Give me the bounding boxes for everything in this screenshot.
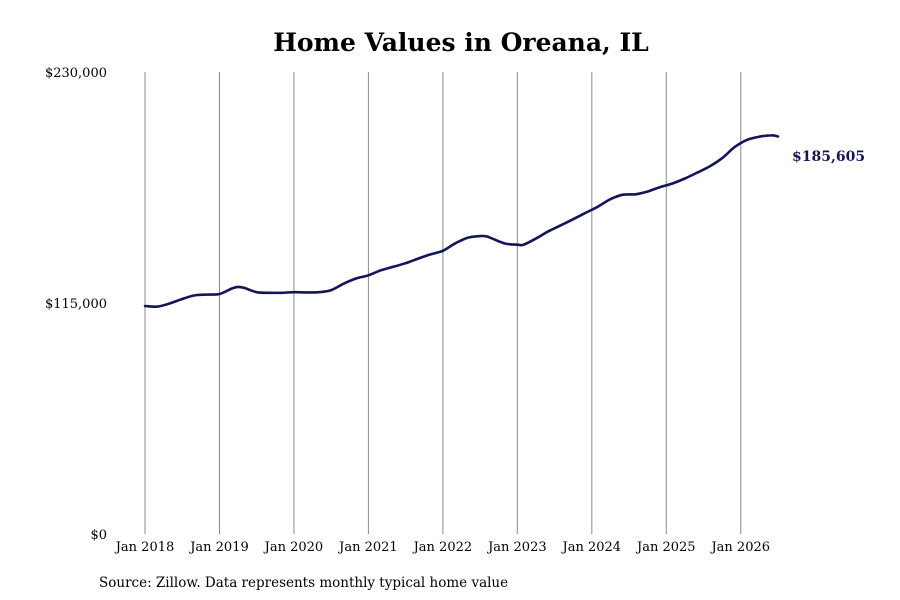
x-tick-label: Jan 2019 xyxy=(188,540,249,555)
y-tick-label: $115,000 xyxy=(45,297,107,312)
last-value-label: $185,605 xyxy=(792,149,865,165)
x-tick-label: Jan 2024 xyxy=(561,540,622,555)
source-note: Source: Zillow. Data represents monthly … xyxy=(99,575,508,591)
gridlines xyxy=(144,72,742,534)
x-tick-label: Jan 2022 xyxy=(412,540,473,555)
y-tick-label: $230,000 xyxy=(45,66,107,81)
series-layer xyxy=(143,133,780,309)
x-tick-label: Jan 2023 xyxy=(486,540,547,555)
x-tick-label: Jan 2026 xyxy=(709,540,770,555)
x-tick-label: Jan 2020 xyxy=(263,540,324,555)
y-tick-label: $0 xyxy=(90,528,107,543)
x-tick-label: Jan 2021 xyxy=(337,540,398,555)
x-tick-label: Jan 2025 xyxy=(635,540,696,555)
x-axis-ticks: Jan 2018 Jan 2019 Jan 2020 Jan 2021 Jan 2022… xyxy=(114,540,770,555)
home-value-line xyxy=(143,133,780,309)
x-tick-label: Jan 2018 xyxy=(114,540,175,555)
y-axis-ticks: $0 $115,000 $230,000 xyxy=(45,66,107,543)
chart-title: Home Values in Oreana, IL xyxy=(273,28,649,57)
